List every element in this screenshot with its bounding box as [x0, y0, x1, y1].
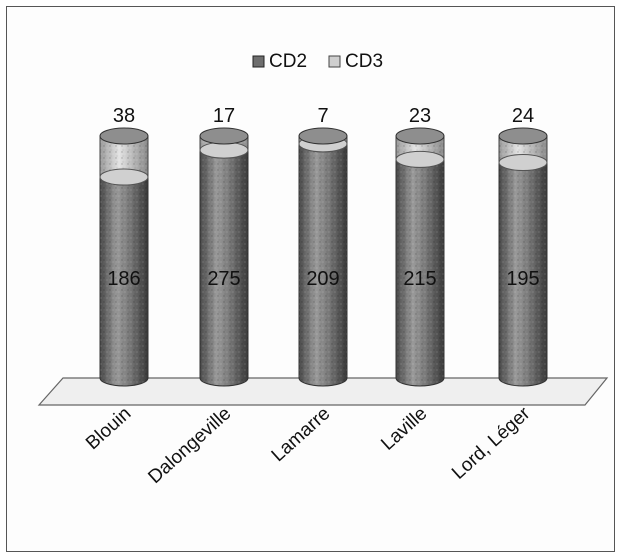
cylinder-top-cap — [99, 127, 149, 145]
legend-label-cd3: CD3 — [345, 51, 383, 72]
cylinder-1: 17 275 — [199, 105, 249, 387]
value-label-cd3: 38 — [113, 105, 135, 127]
segment-boundary — [395, 150, 445, 168]
chart-svg: CD2 CD3 38 186 17 275 7 209 23 215 24 195 Blouin D… — [37, 51, 609, 488]
cylinder-top-cap — [199, 127, 249, 145]
value-label-cd3: 23 — [409, 105, 431, 127]
category-label: Dalongeville — [144, 403, 235, 488]
cylinder-4: 24 195 — [498, 105, 548, 387]
legend-swatch-cd3 — [328, 55, 341, 68]
cylinder-top-cap — [498, 127, 548, 145]
value-label-cd2: 215 — [403, 268, 436, 290]
value-label-cd3: 24 — [512, 105, 534, 127]
bar-cd2-texture — [100, 177, 148, 386]
value-label-cd2: 186 — [107, 268, 140, 290]
category-labels: Blouin Dalongeville Lamarre Laville Lord, Lé… — [82, 403, 535, 488]
cylinder-2: 7 209 — [298, 105, 348, 387]
category-label: Lord, Léger — [448, 403, 535, 484]
category-label: Laville — [377, 403, 431, 455]
bar-cd2-texture — [396, 159, 444, 386]
cylinder-top-cap — [395, 127, 445, 145]
category-label: Blouin — [82, 403, 135, 454]
category-label: Lamarre — [268, 403, 335, 466]
cylinder-0: 38 186 — [99, 105, 149, 387]
cylinder-top-cap — [298, 127, 348, 145]
value-label-cd2: 275 — [207, 268, 240, 290]
value-label-cd3: 7 — [317, 105, 328, 127]
bars-group: 38 186 17 275 7 209 23 215 24 195 — [99, 105, 548, 387]
legend-swatch-cd2 — [252, 55, 265, 68]
segment-boundary — [498, 154, 548, 172]
segment-boundary — [99, 168, 149, 186]
value-label-cd3: 17 — [213, 105, 235, 127]
bar-cd2-texture — [499, 162, 547, 386]
bar-cd2-texture — [299, 143, 347, 386]
value-label-cd2: 209 — [306, 268, 339, 290]
cylinder-3: 23 215 — [395, 105, 445, 387]
bar-cd2-texture — [200, 150, 248, 386]
value-label-cd2: 195 — [506, 268, 539, 290]
chart-frame: CD2 CD3 38 186 17 275 7 209 23 215 24 195 Blouin D… — [6, 6, 615, 552]
legend: CD2 CD3 — [252, 51, 383, 72]
legend-label-cd2: CD2 — [269, 51, 307, 72]
